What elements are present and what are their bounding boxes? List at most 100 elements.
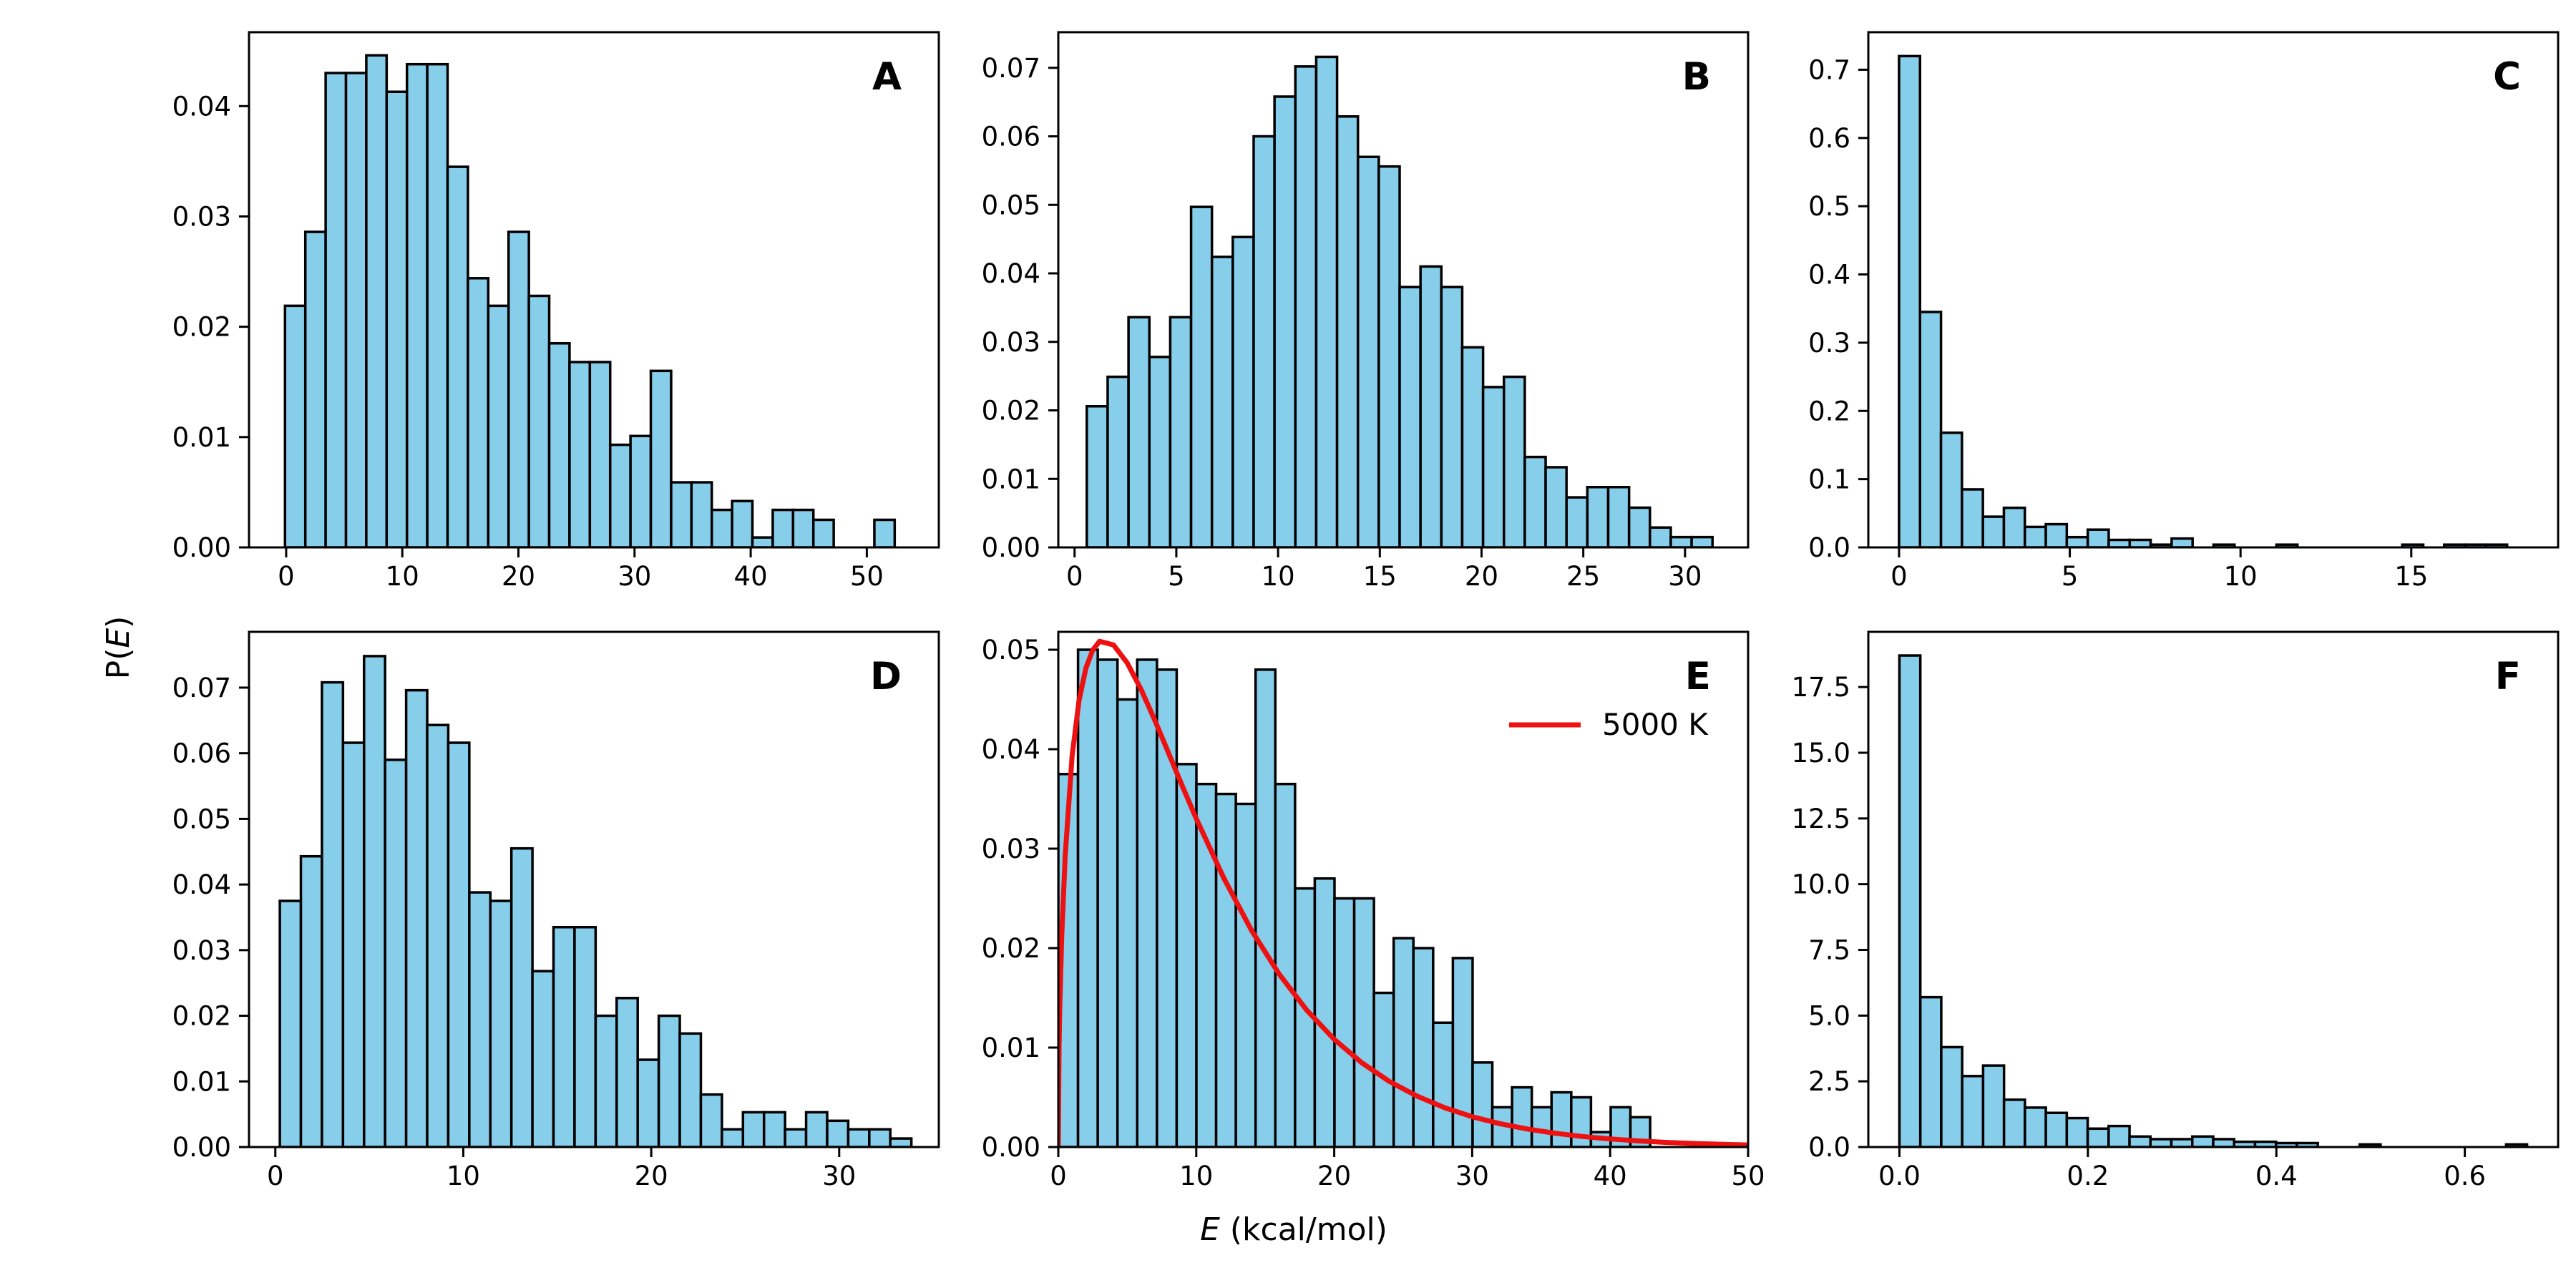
panel-e-y-tick-label: 0.00 — [982, 1132, 1040, 1163]
panel-d-y-tick-label: 0.02 — [172, 1001, 231, 1032]
panel-f-y-tick-label: 17.5 — [1792, 672, 1850, 703]
panel-a-bar — [344, 72, 368, 547]
panel-b-y-tick-label: 0.07 — [982, 53, 1040, 84]
panel-b-y-tick-label: 0.02 — [982, 396, 1040, 426]
panel-label-a: A — [872, 55, 902, 99]
panel-d: 0 10 20 30 0.00 0.01 0.02 0.03 0.04 0.05 0.06 0.07 D — [172, 630, 940, 1191]
panel-b-y-tick-label: 0.03 — [982, 327, 1040, 358]
panel-e-bar — [1432, 1021, 1455, 1147]
panel-e-bar — [1372, 991, 1395, 1147]
panel-a-bar — [324, 72, 348, 547]
panel-c-bars — [1898, 54, 2509, 547]
panel-b-bar — [1273, 95, 1297, 547]
panel-c-y-tick-label: 0.7 — [1808, 54, 1850, 85]
panel-f-bar — [1898, 654, 1922, 1147]
panel-e-x-tick-label: 50 — [1731, 1161, 1765, 1191]
y-axis-label-var: E — [100, 628, 137, 648]
panel-f-bar — [2002, 1098, 2026, 1147]
panel-f-bar — [1940, 1045, 1963, 1147]
panel-b-bar — [1377, 165, 1401, 547]
panel-d-bar — [426, 723, 450, 1147]
panel-e-x-tick-label: 0 — [1050, 1161, 1067, 1191]
panel-d-bar — [384, 758, 408, 1147]
panel-d-bars — [278, 655, 913, 1147]
panel-a-bar — [791, 508, 815, 547]
panel-a-bar — [467, 277, 490, 547]
panel-b-bar — [1252, 135, 1276, 547]
panel-a-y-tick-label: 0.00 — [172, 532, 231, 563]
panel-e-bar — [1214, 792, 1237, 1147]
panel-c-bar — [2128, 538, 2152, 547]
panel-b-y-tick-label: 0.00 — [982, 532, 1040, 563]
panel-e-bar — [1333, 897, 1356, 1147]
y-axis-label: P(E) — [100, 616, 137, 680]
panel-b-bar — [1440, 286, 1464, 547]
panel-f-bar — [1918, 995, 1943, 1147]
panel-a-bar — [690, 481, 713, 547]
panel-d-bar — [699, 1093, 723, 1147]
panel-c-bar — [1918, 311, 1943, 547]
y-axis-label-pre: P( — [100, 648, 137, 680]
panel-c-bar — [1939, 431, 1963, 547]
panel-e-bar — [1570, 1096, 1593, 1147]
panel-d-bar — [404, 688, 429, 1147]
panel-a-bar — [608, 443, 632, 547]
panel-c-bar — [2065, 535, 2089, 547]
panel-e-x-tick-label: 20 — [1317, 1161, 1351, 1191]
panel-f-y-tick-label: 12.5 — [1792, 804, 1850, 834]
panel-d-y-tick-label: 0.00 — [172, 1132, 231, 1163]
panel-b-bar — [1419, 265, 1443, 547]
panel-a-x-tick-label: 10 — [386, 561, 419, 592]
panel-f-bar — [2191, 1135, 2215, 1147]
panel-c-bar — [2044, 522, 2069, 547]
panel-a-bar — [731, 499, 754, 547]
panel-f-x-tick-label: 0.4 — [2255, 1161, 2298, 1191]
panel-a-bar — [873, 518, 897, 547]
panel-c-y-tick-label: 0.3 — [1808, 328, 1850, 358]
panel-f: 0.0 0.2 0.4 0.6 0.0 2.5 5.0 7.5 10.0 12.5 15.0 17.5… — [1792, 630, 2560, 1191]
panel-e-y-tick-label: 0.05 — [982, 635, 1040, 665]
panel-d-bar — [678, 1032, 703, 1147]
panel-f-bar — [2128, 1135, 2152, 1147]
panel-a-x-tick-label: 50 — [850, 561, 884, 592]
panel-a-bar — [527, 294, 551, 547]
panel-e-bar — [1471, 1061, 1494, 1147]
panel-d-y-tick-label: 0.06 — [172, 738, 231, 769]
legend-label: 5000 K — [1602, 707, 1709, 742]
panel-e-bar — [1116, 698, 1139, 1147]
panel-f-bar — [2170, 1138, 2194, 1147]
panel-b-frame — [1057, 31, 1750, 549]
panel-c-bar — [2086, 528, 2110, 547]
panel-b-x-tick-label: 5 — [1168, 561, 1185, 592]
panel-d-y-tick-label: 0.03 — [172, 935, 231, 966]
panel-b-x-tick-label: 30 — [1668, 561, 1702, 592]
panel-a-bar — [446, 165, 469, 547]
panel-b-x-tick-label: 0 — [1066, 561, 1083, 592]
panel-f-bar — [2086, 1127, 2110, 1147]
panel-d-bar — [489, 899, 513, 1147]
panel-a-bar — [811, 518, 835, 547]
panel-c-bar — [2107, 538, 2132, 547]
x-axis-label-var: E — [1200, 1211, 1220, 1248]
panel-d-bar — [804, 1111, 829, 1147]
panel-d-bar — [615, 997, 639, 1147]
panel-b-bar — [1314, 55, 1339, 547]
panel-c-y-tick-label: 0.1 — [1808, 464, 1850, 495]
panel-label-d: D — [870, 655, 902, 698]
panel-c-y-tick-label: 0.0 — [1808, 532, 1850, 563]
panel-c-bar — [1981, 515, 2006, 547]
panel-f-bar — [2065, 1116, 2089, 1147]
panel-e-bar — [1156, 668, 1179, 1147]
panel-c-bar — [1898, 54, 1922, 547]
panel-e-y-tick-label: 0.01 — [982, 1033, 1040, 1063]
panel-b-x-tick-label: 15 — [1363, 561, 1397, 592]
panel-e: 0 10 20 30 40 50 0.00 0.01 0.02 0.03 0.04 0.05 E 5000… — [982, 630, 1765, 1191]
panel-b-bar — [1690, 535, 1714, 547]
panel-b-bar — [1460, 346, 1485, 547]
panel-b-bar — [1544, 466, 1568, 547]
panel-b-bar — [1189, 205, 1214, 547]
panel-d-bar — [321, 680, 345, 1147]
panel-e-y-tick-label: 0.04 — [982, 734, 1040, 765]
panel-a-bar — [771, 508, 795, 547]
